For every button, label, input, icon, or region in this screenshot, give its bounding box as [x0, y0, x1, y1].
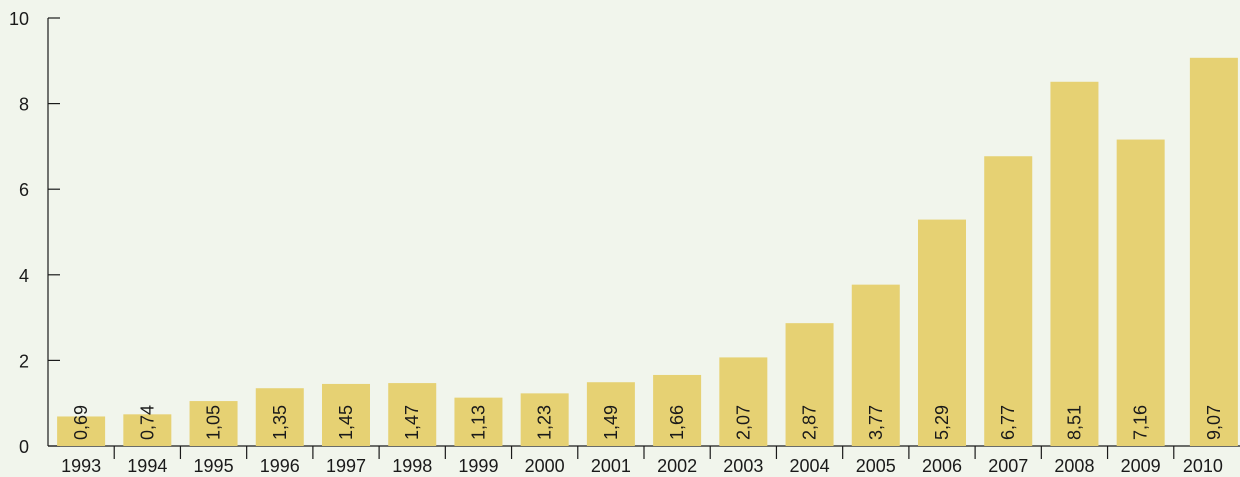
- bar-value-label: 1,49: [601, 405, 621, 440]
- bar: [719, 357, 768, 446]
- x-tick-label: 2008: [1054, 456, 1094, 476]
- bar-value-label: 1,66: [667, 405, 687, 440]
- bar-value-label: 2,07: [733, 405, 753, 440]
- bar: [388, 383, 437, 446]
- bar: [785, 323, 834, 446]
- y-tick-label: 2: [19, 351, 29, 371]
- bar: [520, 393, 569, 446]
- x-tick-label: 1996: [260, 456, 300, 476]
- x-tick-label: 2006: [922, 456, 962, 476]
- x-axis: 1993 1994 1995 1996 1997 1998 1999 2000 2001 2002…: [48, 445, 1240, 476]
- bar-value-labels: 0,69 0,74 1,05 1,35 1,45 1,47 1,13 1,23 1,49 1,66…: [71, 405, 1224, 440]
- bar-value-label: 1,13: [468, 405, 488, 440]
- x-tick-label: 2002: [657, 456, 697, 476]
- x-tick-label: 2000: [525, 456, 565, 476]
- bar-value-label: 0,69: [71, 405, 91, 440]
- bar-value-label: 3,77: [866, 405, 886, 440]
- bars: [57, 57, 1238, 446]
- x-tick-label: 2005: [856, 456, 896, 476]
- bar-value-label: 1,05: [204, 405, 224, 440]
- bar-value-label: 1,35: [270, 405, 290, 440]
- bar: [322, 383, 370, 446]
- bar-value-label: 5,29: [932, 405, 952, 440]
- y-tick-label: 6: [19, 180, 29, 200]
- bar: [123, 414, 172, 446]
- bar-value-label: 1,45: [336, 405, 356, 440]
- x-tick-label: 1995: [194, 456, 234, 476]
- bar: [1116, 139, 1165, 446]
- bar-value-label: 1,23: [535, 405, 555, 440]
- y-axis: 0 2 4 6 8 10: [9, 9, 60, 457]
- bar: [1189, 57, 1238, 446]
- bar-value-label: 9,07: [1204, 405, 1224, 440]
- bar-value-label: 6,77: [998, 405, 1018, 440]
- bar: [454, 397, 503, 446]
- x-tick-label: 2004: [790, 456, 830, 476]
- x-tick-label: 1997: [326, 456, 366, 476]
- bar: [57, 416, 106, 446]
- bar: [984, 156, 1033, 446]
- bar: [189, 401, 238, 446]
- bar: [255, 388, 304, 446]
- x-tick-label: 1998: [392, 456, 432, 476]
- bar: [586, 382, 635, 446]
- y-tick-label: 10: [9, 9, 29, 29]
- x-tick-label: 2003: [723, 456, 763, 476]
- bar: [653, 374, 702, 446]
- bar: [851, 284, 900, 446]
- x-tick-label: 1999: [458, 456, 498, 476]
- x-tick-label: 1994: [127, 456, 167, 476]
- bar-value-label: 2,87: [800, 405, 820, 440]
- y-tick-label: 4: [19, 266, 29, 286]
- bar-value-label: 8,51: [1064, 405, 1084, 440]
- x-tick-label: 2010: [1183, 456, 1223, 476]
- x-tick-label: 1993: [61, 456, 101, 476]
- y-tick-label: 8: [19, 95, 29, 115]
- bar-value-label: 1,47: [402, 405, 422, 440]
- bar-value-label: 7,16: [1131, 405, 1151, 440]
- bar: [1050, 81, 1099, 446]
- x-tick-label: 2009: [1121, 456, 1161, 476]
- bar: [918, 219, 966, 446]
- bar-value-label: 0,74: [137, 405, 157, 440]
- x-tick-label: 2001: [591, 456, 631, 476]
- y-tick-label: 0: [19, 437, 29, 457]
- x-tick-label: 2007: [988, 456, 1028, 476]
